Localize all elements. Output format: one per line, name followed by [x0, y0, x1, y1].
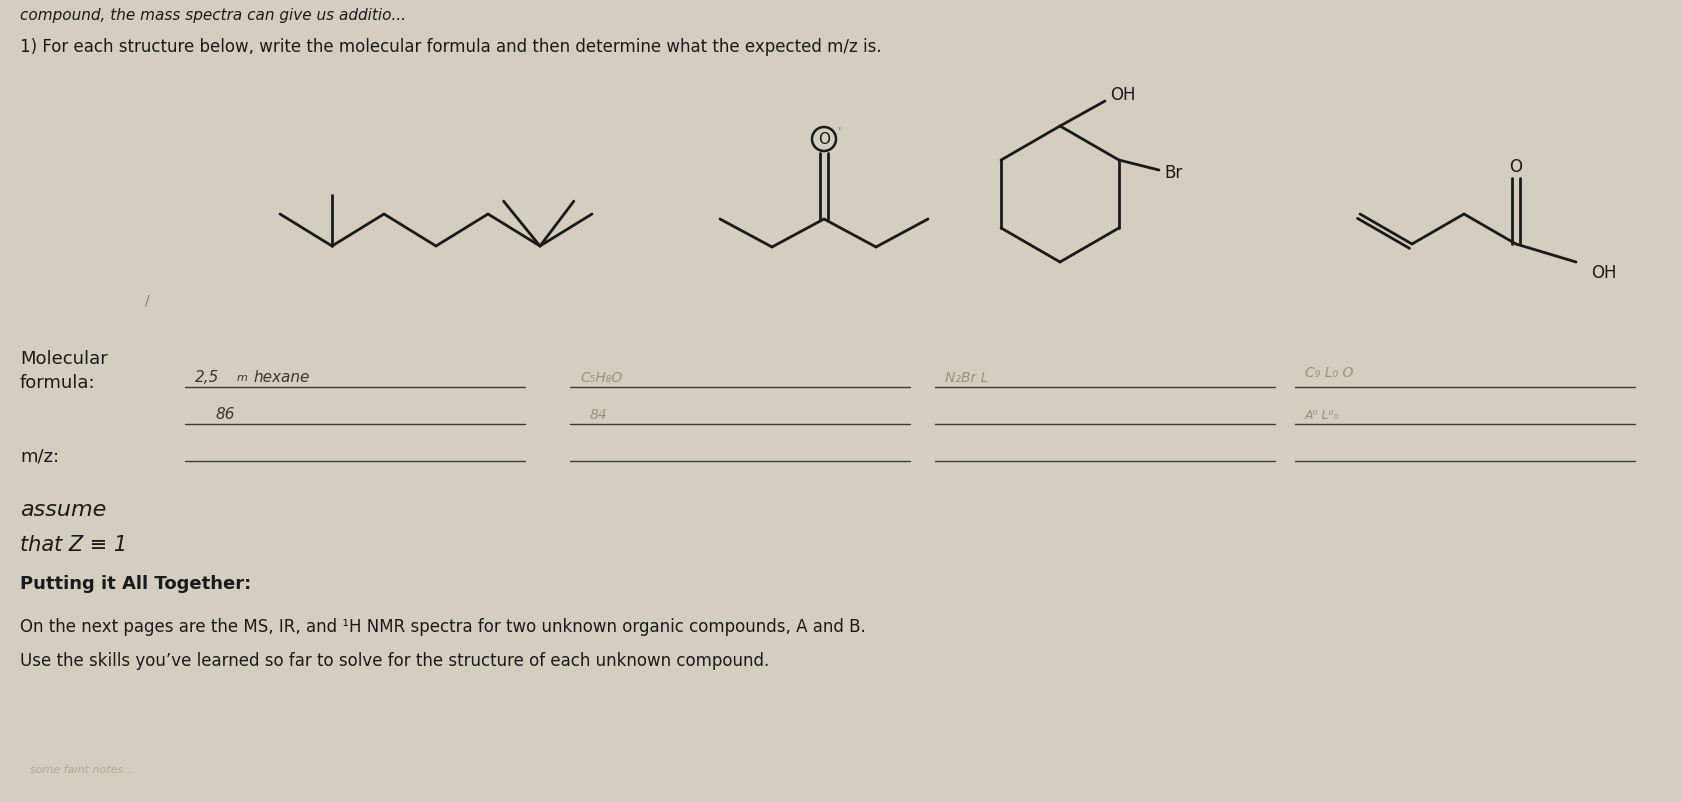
Text: OH: OH: [1110, 86, 1135, 104]
Text: C₉ L₀ O: C₉ L₀ O: [1304, 366, 1352, 379]
Text: 2,5: 2,5: [195, 370, 219, 384]
Text: Molecular
formula:: Molecular formula:: [20, 350, 108, 391]
Text: OH: OH: [1589, 264, 1615, 282]
Text: hexane: hexane: [252, 370, 309, 384]
Text: compound, the mass spectra can give us additio...: compound, the mass spectra can give us a…: [20, 8, 405, 23]
Text: that Z ≡ 1: that Z ≡ 1: [20, 534, 128, 554]
Text: 84: 84: [590, 407, 607, 422]
Text: m/z:: m/z:: [20, 448, 59, 465]
Text: 86: 86: [215, 407, 234, 422]
Text: Br: Br: [1164, 164, 1181, 182]
Text: C₅H₈O: C₅H₈O: [580, 371, 622, 384]
Text: m: m: [237, 373, 247, 383]
Text: ': ': [838, 125, 841, 138]
Text: some faint notes...: some faint notes...: [30, 764, 133, 774]
Text: On the next pages are the MS, IR, and ¹H NMR spectra for two unknown organic com: On the next pages are the MS, IR, and ¹H…: [20, 618, 865, 635]
Text: N₂Br L: N₂Br L: [944, 371, 987, 384]
Text: O: O: [817, 132, 829, 148]
Text: Putting it All Together:: Putting it All Together:: [20, 574, 251, 592]
Text: 1) For each structure below, write the molecular formula and then determine what: 1) For each structure below, write the m…: [20, 38, 881, 56]
Text: /: /: [145, 294, 150, 308]
Text: Use the skills you’ve learned so far to solve for the structure of each unknown : Use the skills you’ve learned so far to …: [20, 651, 769, 669]
Text: O: O: [1509, 158, 1522, 176]
Text: A⁰ L⁰₀: A⁰ L⁰₀: [1304, 408, 1339, 422]
Text: assume: assume: [20, 500, 106, 520]
Circle shape: [811, 128, 836, 152]
